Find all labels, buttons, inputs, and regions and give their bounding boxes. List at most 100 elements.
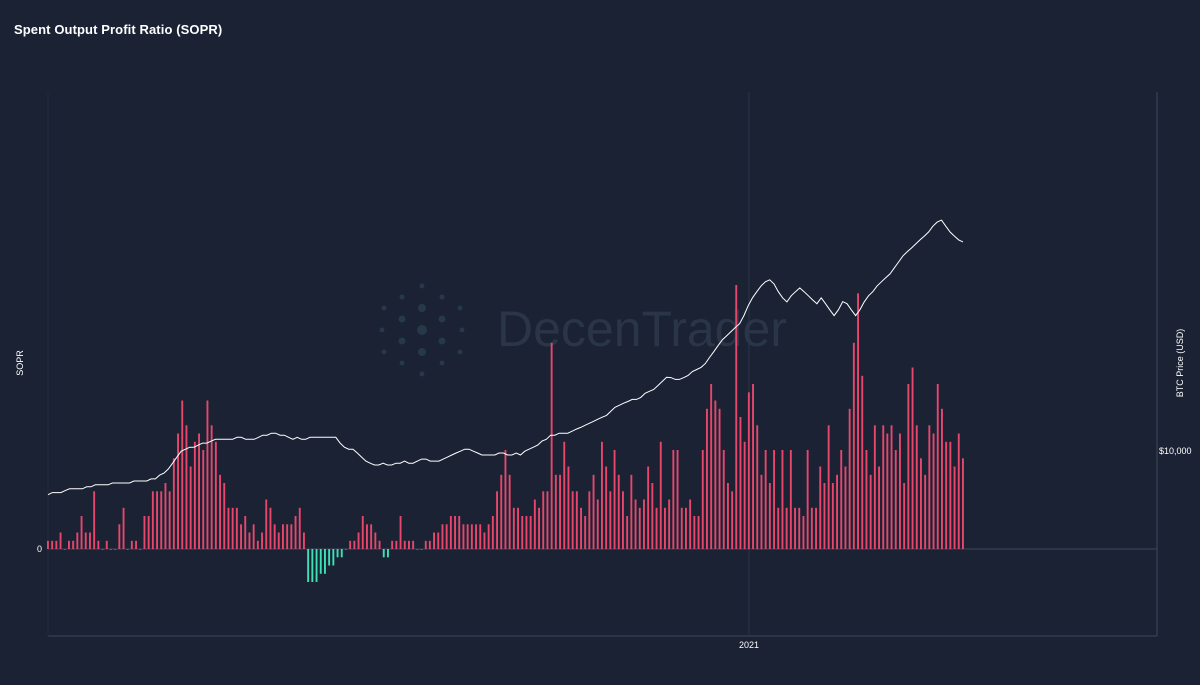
sopr-bar (798, 507, 801, 550)
sopr-bar (647, 466, 650, 549)
sopr-bar (815, 507, 817, 550)
sopr-bar (307, 549, 310, 582)
sopr-bar (110, 549, 112, 550)
sopr-bar (588, 491, 591, 550)
watermark-dot (439, 294, 445, 300)
sopr-bar (206, 400, 209, 549)
sopr-bar (63, 549, 66, 550)
sopr-bar (890, 425, 893, 550)
sopr-bar (84, 532, 87, 549)
sopr-bar (387, 549, 389, 558)
sopr-bar (420, 549, 423, 550)
sopr-bar (252, 524, 255, 550)
sopr-bar (542, 491, 545, 550)
sopr-bar (911, 367, 914, 549)
sopr-bar (840, 450, 843, 549)
sopr-bar (689, 499, 692, 549)
sopr-bar (231, 507, 234, 550)
sopr-bar (118, 524, 121, 550)
sopr-bar (261, 532, 263, 549)
sopr-bar (479, 524, 482, 550)
sopr-bar (739, 417, 742, 549)
sopr-bar (710, 384, 713, 549)
sopr-bar (227, 507, 230, 550)
sopr-bar (294, 516, 297, 549)
watermark-dot (418, 304, 426, 312)
watermark-dot (438, 315, 446, 323)
sopr-bar (567, 466, 570, 549)
sopr-bar (634, 499, 637, 549)
sopr-bar (68, 540, 70, 550)
sopr-bar (693, 516, 696, 549)
sopr-bar (643, 499, 645, 549)
sopr-bar (214, 441, 217, 550)
sopr-bar (861, 375, 864, 550)
sopr-bar (403, 540, 406, 550)
watermark-dot (457, 305, 463, 311)
sopr-bar (449, 516, 452, 549)
sopr-bar (701, 450, 704, 549)
sopr-bar (752, 384, 754, 549)
sopr-bar (72, 540, 75, 550)
sopr-bar (957, 433, 960, 549)
sopr-bar (915, 425, 918, 550)
sopr-bar (462, 524, 465, 550)
sopr-bar (164, 483, 167, 549)
sopr-bar (286, 524, 289, 550)
sopr-bar (496, 491, 498, 550)
sopr-bar (533, 499, 536, 549)
sopr-bar (265, 499, 268, 549)
sopr-bar (399, 516, 402, 549)
sopr-bar (672, 450, 675, 549)
sopr-bar (483, 532, 486, 549)
sopr-bar (848, 408, 851, 550)
sopr-bar (789, 450, 792, 549)
y-axis-label: SOPR (15, 350, 25, 376)
sopr-bar (735, 285, 738, 549)
sopr-bar (685, 507, 687, 550)
sopr-bar (525, 516, 528, 549)
sopr-bar (437, 532, 440, 549)
sopr-bar (101, 549, 104, 550)
sopr-bar (139, 549, 142, 550)
sopr-bar (873, 425, 876, 550)
sopr-bar (508, 474, 511, 550)
sopr-bar (747, 392, 750, 550)
sopr-bar (391, 540, 394, 550)
sopr-bar (538, 507, 540, 550)
sopr-bar (718, 408, 721, 550)
sopr-bar (122, 507, 125, 550)
sopr-bar (198, 433, 200, 549)
sopr-bar (361, 516, 364, 549)
sopr-bar (130, 540, 133, 550)
sopr-bar (810, 507, 813, 550)
watermark-dot (457, 349, 463, 355)
sopr-bar (491, 516, 494, 549)
sopr-bar (59, 532, 62, 549)
sopr-bar (743, 441, 746, 550)
sopr-bar (550, 342, 553, 550)
sopr-bar (836, 474, 838, 550)
sopr-bar (928, 425, 931, 550)
sopr-bar (794, 507, 796, 550)
sopr-bar (445, 524, 448, 550)
decentrader-watermark: DecenTrader (379, 283, 787, 377)
watermark-dot (438, 337, 446, 345)
sopr-bar (470, 524, 473, 550)
sopr-bar (172, 458, 175, 550)
sopr-bar (193, 441, 196, 550)
watermark-dot (398, 337, 406, 345)
sopr-bar (324, 549, 326, 574)
sopr-bar (869, 474, 872, 550)
watermark-dot (418, 348, 426, 356)
sopr-bar (613, 450, 616, 549)
sopr-bar (920, 458, 922, 550)
sopr-bar (282, 524, 284, 550)
sopr-bar (827, 425, 830, 550)
sopr-bar (160, 491, 163, 550)
sopr-bar (151, 491, 154, 550)
sopr-bar (668, 499, 671, 549)
sopr-bar (269, 507, 272, 550)
sopr-bar (408, 540, 410, 550)
